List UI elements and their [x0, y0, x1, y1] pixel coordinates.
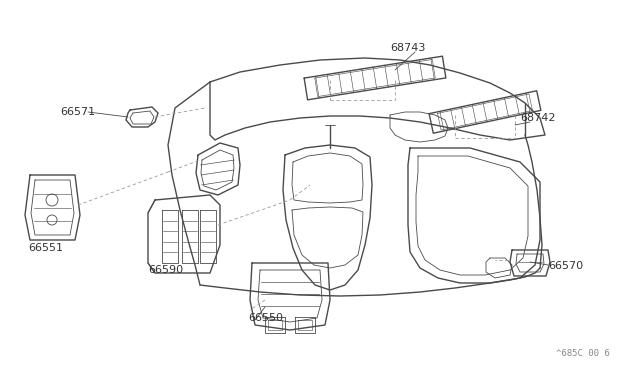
Text: 66550: 66550 [248, 313, 283, 323]
Text: 66570: 66570 [548, 261, 583, 271]
Text: 66571: 66571 [60, 107, 95, 117]
Text: 68743: 68743 [390, 43, 426, 53]
Text: 68742: 68742 [520, 113, 556, 123]
Text: ^685C 00 6: ^685C 00 6 [556, 349, 610, 358]
Text: 66551: 66551 [28, 243, 63, 253]
Text: 66590: 66590 [148, 265, 183, 275]
